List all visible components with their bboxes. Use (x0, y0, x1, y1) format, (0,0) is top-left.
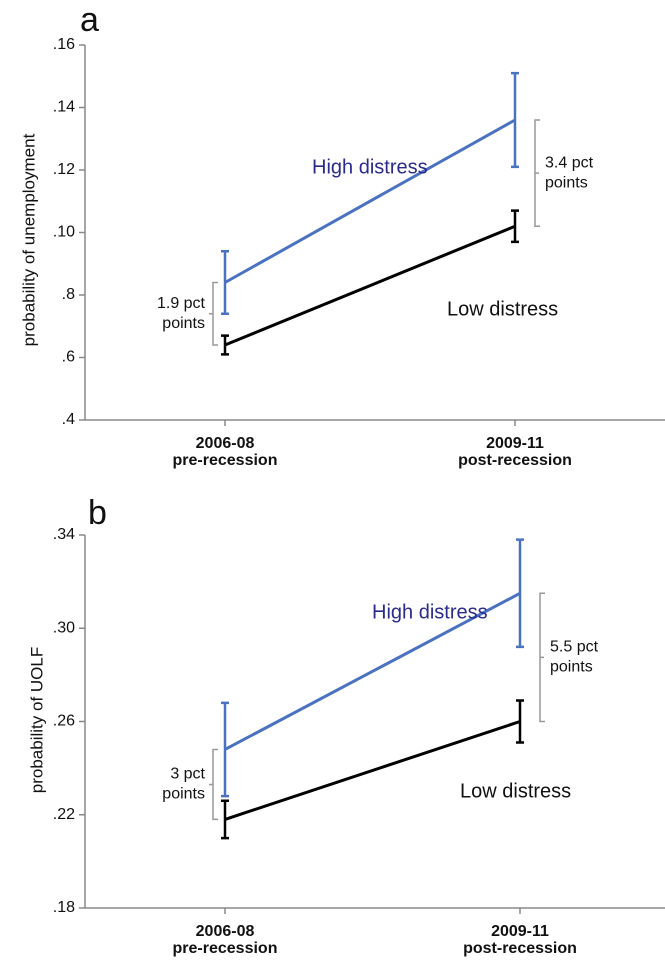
y-tick-label: .18 (53, 899, 75, 916)
error-bar (516, 538, 524, 649)
y-tick-label: .6 (62, 349, 75, 366)
annotation: 3.4 pct (545, 154, 594, 171)
series-label: High distress (312, 156, 428, 178)
x-tick-label: 2009-11 (491, 923, 549, 940)
annotation: points (162, 786, 205, 803)
bracket (539, 592, 545, 723)
x-tick-label: 2009-11 (486, 435, 544, 452)
error-bar (511, 71, 519, 169)
x-tick-sublabel: pre-recession (173, 452, 278, 469)
y-tick-label: .12 (53, 161, 75, 178)
error-bar (511, 209, 519, 244)
y-tick-label: .10 (53, 224, 75, 241)
bracket (534, 119, 540, 227)
y-tick-label: .8 (62, 286, 75, 303)
x-tick-label: 2006-08 (196, 435, 255, 452)
series-line (224, 591, 521, 751)
x-tick-sublabel: post-recession (463, 940, 577, 957)
annotation: 5.5 pct (550, 639, 599, 656)
series-label: Low distress (447, 298, 558, 320)
series-line (224, 224, 516, 347)
error-bar (516, 699, 524, 744)
x-tick-sublabel: post-recession (458, 452, 572, 469)
y-axis-label: probability of UOLF (27, 647, 46, 793)
annotation: points (162, 315, 205, 332)
y-tick-label: .34 (53, 526, 75, 543)
error-bar (221, 250, 229, 315)
x-tick-sublabel: pre-recession (173, 940, 278, 957)
y-axis-label: probability of unemployment (19, 133, 38, 346)
series-label: Low distress (460, 780, 571, 802)
series-line (224, 118, 516, 284)
error-bar (221, 334, 229, 356)
y-tick-label: .14 (53, 99, 75, 116)
bracket (209, 748, 218, 821)
y-tick-label: .4 (62, 411, 75, 428)
error-bar (221, 799, 229, 840)
y-tick-label: .16 (53, 36, 75, 53)
annotation: 3 pct (170, 766, 205, 783)
series-label: High distress (372, 601, 488, 623)
annotation: points (550, 659, 593, 676)
x-tick-label: 2006-08 (196, 923, 255, 940)
series-line (224, 720, 521, 821)
panel-letter: a (80, 1, 99, 39)
y-tick-label: .30 (53, 619, 75, 636)
panel-letter: b (88, 494, 107, 532)
y-tick-label: .26 (53, 713, 75, 730)
bracket (209, 281, 218, 346)
annotation: points (545, 174, 588, 191)
error-bar (221, 701, 229, 798)
annotation: 1.9 pct (157, 295, 206, 312)
y-tick-label: .22 (53, 806, 75, 823)
